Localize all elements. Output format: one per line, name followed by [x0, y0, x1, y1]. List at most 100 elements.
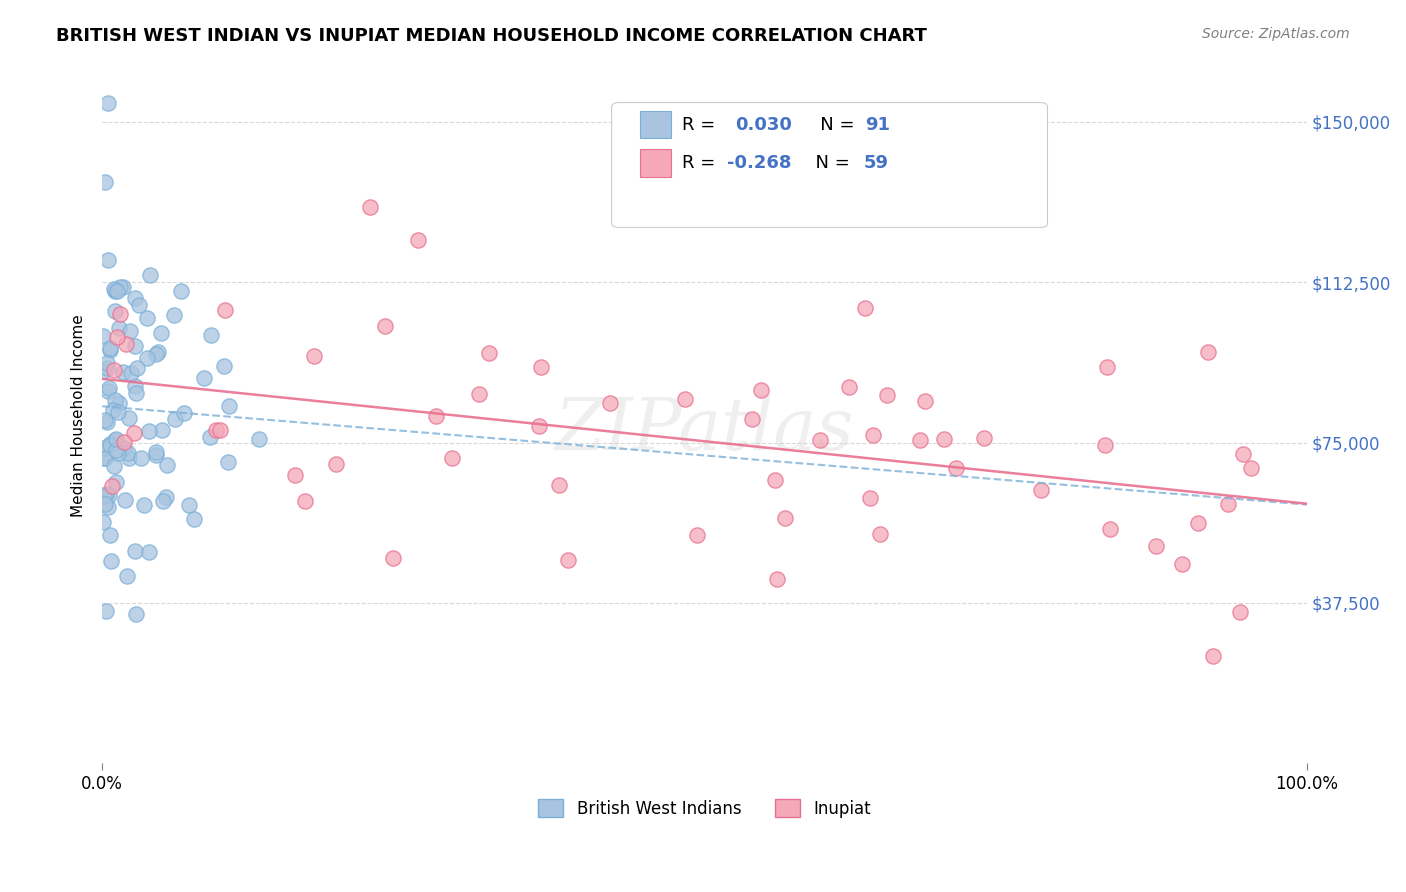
Point	[359, 201, 381, 215]
Point	[112, 441, 135, 455]
Point	[869, 527, 891, 541]
Y-axis label: Median Household Income: Median Household Income	[72, 315, 86, 517]
Point	[205, 423, 228, 437]
Point	[104, 284, 127, 298]
Point	[548, 478, 571, 492]
Point	[686, 528, 709, 542]
Point	[1094, 437, 1116, 451]
Point	[1098, 522, 1121, 536]
Point	[104, 392, 127, 407]
Point	[932, 432, 955, 446]
Point	[876, 388, 898, 402]
Point	[425, 409, 447, 424]
Point	[183, 512, 205, 526]
Point	[478, 346, 501, 360]
Point	[120, 366, 142, 380]
Point	[170, 284, 193, 298]
Point	[945, 460, 967, 475]
Point	[96, 355, 118, 369]
Text: N =: N =	[804, 154, 856, 172]
Point	[163, 412, 186, 426]
Point	[115, 569, 138, 583]
Point	[112, 435, 135, 450]
Point	[97, 253, 120, 268]
Point	[908, 434, 931, 448]
Point	[247, 432, 270, 446]
Text: R =: R =	[682, 154, 721, 172]
Point	[105, 283, 128, 297]
Point	[212, 359, 235, 373]
Text: Source: ZipAtlas.com: Source: ZipAtlas.com	[1202, 27, 1350, 41]
Point	[173, 406, 195, 420]
Point	[93, 329, 115, 343]
Point	[103, 282, 125, 296]
Point	[101, 478, 124, 492]
Point	[1144, 539, 1167, 553]
Point	[93, 515, 115, 529]
Point	[97, 500, 120, 514]
Point	[468, 387, 491, 401]
Point	[98, 381, 121, 395]
Point	[131, 450, 153, 465]
Point	[304, 349, 326, 363]
Point	[97, 96, 120, 111]
Point	[108, 321, 131, 335]
Point	[115, 337, 138, 351]
Point	[94, 604, 117, 618]
Point	[93, 489, 115, 503]
Point	[381, 551, 404, 566]
Point	[1031, 483, 1053, 497]
Point	[105, 432, 128, 446]
Point	[138, 424, 160, 438]
Point	[93, 451, 115, 466]
Point	[163, 309, 186, 323]
Point	[1197, 345, 1219, 359]
Text: R =: R =	[682, 116, 727, 134]
Point	[914, 394, 936, 409]
Point	[111, 365, 134, 379]
Point	[101, 403, 124, 417]
Point	[156, 458, 179, 472]
Point	[93, 451, 115, 466]
Point	[973, 431, 995, 445]
Point	[1229, 605, 1251, 619]
Point	[93, 175, 115, 189]
Point	[117, 446, 139, 460]
Point	[125, 607, 148, 621]
Point	[128, 298, 150, 312]
Point	[98, 343, 121, 358]
Point	[1171, 557, 1194, 571]
Text: 0.030: 0.030	[735, 116, 792, 134]
Point	[96, 361, 118, 376]
Point	[406, 233, 429, 247]
Text: -0.268: -0.268	[727, 154, 792, 172]
Point	[98, 488, 121, 502]
Point	[125, 386, 148, 401]
Point	[98, 437, 121, 451]
Point	[1232, 446, 1254, 460]
Point	[193, 371, 215, 385]
Point	[149, 326, 172, 340]
Point	[145, 448, 167, 462]
Point	[1097, 360, 1119, 375]
Point	[209, 423, 232, 437]
Point	[118, 411, 141, 425]
Point	[741, 412, 763, 426]
Point	[124, 379, 146, 393]
Point	[139, 268, 162, 283]
Point	[530, 360, 553, 375]
Point	[104, 475, 127, 489]
Point	[104, 304, 127, 318]
Text: N =: N =	[803, 116, 860, 134]
Point	[104, 443, 127, 458]
Point	[138, 544, 160, 558]
Point	[100, 554, 122, 568]
Point	[217, 455, 239, 469]
Point	[214, 303, 236, 318]
Point	[177, 498, 200, 512]
Point	[135, 351, 157, 365]
Point	[124, 544, 146, 558]
Point	[765, 572, 787, 586]
Point	[112, 280, 135, 294]
Point	[107, 405, 129, 419]
